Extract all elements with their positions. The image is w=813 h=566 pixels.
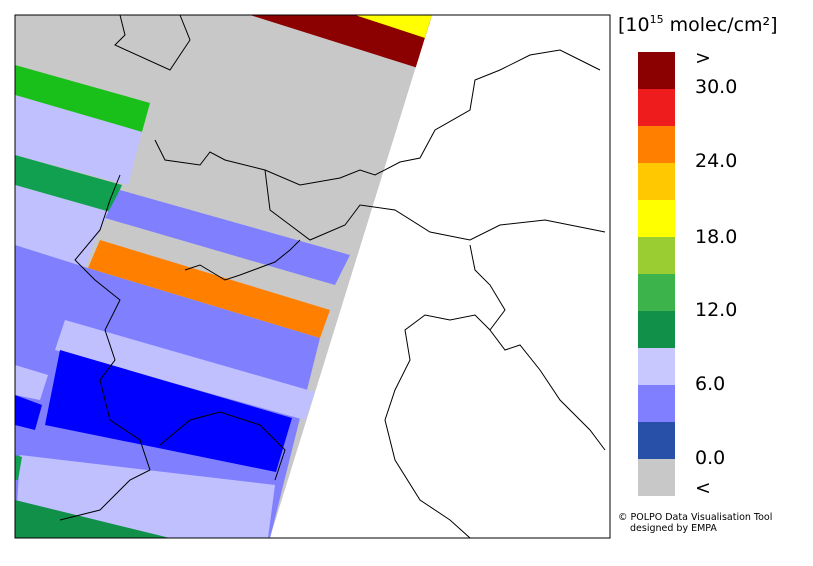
legend-label: 24.0: [695, 150, 737, 172]
legend-label: >: [695, 47, 711, 69]
satellite-swath: [15, 15, 432, 538]
credit-line: © POLPO Data Visualisation Tool: [618, 512, 772, 523]
legend-label: 30.0: [695, 76, 737, 98]
map: [14, 14, 611, 539]
legend-label: <: [695, 477, 711, 499]
legend-title: [1015 molec/cm²]: [618, 13, 778, 36]
legend-label: 18.0: [695, 226, 737, 248]
borders: [59, 14, 606, 539]
legend-swatch: [638, 200, 675, 237]
legend-swatch: [638, 89, 675, 126]
legend-swatch: [638, 274, 675, 311]
legend-swatch: [638, 459, 675, 496]
legend: [1015 molec/cm²] >30.0 24.0 18.0 12.0 6.0 0.0…: [618, 13, 778, 499]
legend-label: 6.0: [695, 373, 725, 395]
legend-swatch: [638, 348, 675, 385]
legend-label: 12.0: [695, 299, 737, 321]
legend-swatch: [638, 52, 675, 89]
legend-swatch: [638, 163, 675, 200]
map-frame: [14, 14, 611, 539]
legend-swatch: [638, 385, 675, 422]
legend-label: 0.0: [695, 447, 725, 469]
legend-swatch: [638, 237, 675, 274]
credit-line: designed by EMPA: [630, 523, 717, 534]
legend-swatch: [638, 126, 675, 163]
legend-swatch: [638, 422, 675, 459]
legend-swatch: [638, 311, 675, 348]
